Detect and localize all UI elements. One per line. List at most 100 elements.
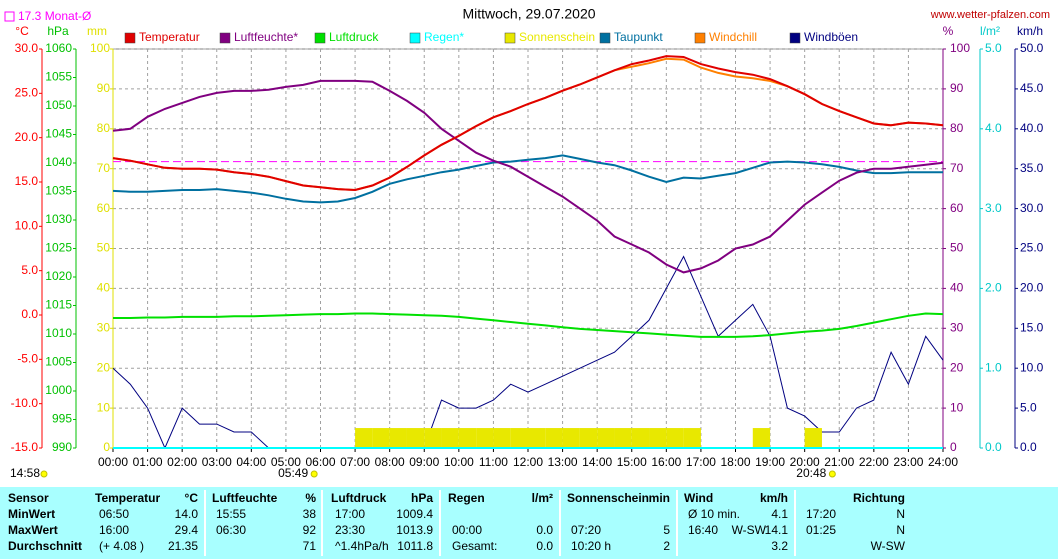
y-tick-label: 25.0 [15, 86, 39, 100]
sunshine-bar [441, 428, 459, 448]
table-cell: 0.0 [536, 523, 553, 537]
sunshine-bar [528, 428, 546, 448]
table-cell: 01:25 [806, 523, 836, 537]
legend-label: Windchill [709, 30, 757, 44]
table-cell: 21.35 [168, 539, 198, 553]
sunset-label: 20:48 [796, 466, 826, 480]
legend-label: Temperatur [139, 30, 200, 44]
table-cell: 1009.4 [396, 507, 433, 521]
table-cell: Durchschnitt [8, 539, 82, 553]
sunset-marker [828, 470, 836, 478]
table-cell: 29.4 [175, 523, 199, 537]
current-time: 14:58 [10, 466, 40, 480]
y-tick-label: 30 [97, 320, 111, 334]
table-cell: Gesamt: [452, 539, 497, 553]
x-tick-label: 14:00 [582, 455, 612, 469]
table-cell: N [896, 523, 905, 537]
y-tick-label: 10.0 [1020, 360, 1044, 374]
y-tick-label: 40.0 [1020, 121, 1044, 135]
y-tick-label: 990 [52, 440, 72, 454]
y-tick-label: 0.0 [21, 307, 38, 321]
table-header: Sensor [8, 491, 49, 505]
table-cell: W-SW [732, 523, 767, 537]
sunshine-bar [476, 428, 494, 448]
table-cell: 1013.9 [396, 523, 433, 537]
y-tick-label: 80 [97, 121, 111, 135]
y-tick-label: 60 [950, 201, 964, 215]
table-cell: 15:55 [216, 507, 246, 521]
table-cell: 23:30 [335, 523, 365, 537]
table-cell: ^1.4hPa/h [335, 539, 389, 553]
sunshine-bar [649, 428, 667, 448]
y-tick-label: 70 [97, 161, 111, 175]
table-cell: 1011.8 [397, 539, 433, 553]
y-tick-label: 1035 [45, 184, 72, 198]
sunshine-bar [683, 428, 701, 448]
sunshine-bar [458, 428, 477, 448]
sunshine-bar [545, 428, 563, 448]
table-cell: 06:50 [99, 507, 129, 521]
x-tick-label: 03:00 [202, 455, 232, 469]
y-tick-label: 5.0 [1020, 400, 1037, 414]
y-tick-label: 100 [950, 41, 970, 55]
sunshine-bar [389, 428, 407, 448]
sunshine-bar [579, 428, 598, 448]
sunshine-bar [406, 428, 425, 448]
axis-title: hPa [47, 24, 69, 38]
y-tick-label: 1055 [45, 70, 72, 84]
series-line [112, 255, 944, 450]
y-tick-label: 1030 [45, 212, 72, 226]
axis-title: °C [15, 24, 29, 38]
y-tick-label: 0 [103, 440, 110, 454]
table-cell: 17:00 [335, 507, 365, 521]
y-tick-label: 4.0 [985, 121, 1002, 135]
table-cell: 92 [303, 523, 317, 537]
table-cell: 06:30 [216, 523, 246, 537]
table-cell: 38 [303, 507, 317, 521]
legend-label: Sonnenschein [519, 30, 595, 44]
table-header: Wind [684, 491, 713, 505]
x-tick-label: 04:00 [236, 455, 266, 469]
legend-label: Windböen [804, 30, 858, 44]
table-header: Richtung [853, 491, 905, 505]
table-cell: 0.0 [536, 539, 553, 553]
x-tick-label: 17:00 [686, 455, 716, 469]
x-tick-label: 20:00 [790, 455, 820, 469]
y-tick-label: 3.0 [985, 201, 1002, 215]
y-tick-label: 10 [950, 400, 964, 414]
y-tick-label: -5.0 [17, 352, 38, 366]
x-tick-label: 06:00 [305, 455, 335, 469]
y-tick-label: 1.0 [985, 360, 1002, 374]
x-tick-label: 05:00 [271, 455, 301, 469]
series-line [112, 154, 943, 204]
y-tick-label: 2.0 [985, 281, 1002, 295]
table-cell: (+ 4.08 ) [99, 539, 144, 553]
x-tick-label: 07:00 [340, 455, 370, 469]
sunshine-bar [666, 428, 684, 448]
sunrise-label: 05:49 [278, 466, 308, 480]
table-cell: 4.1 [771, 507, 788, 521]
y-tick-label: 30.0 [1020, 201, 1044, 215]
table-cell: 3.2 [771, 539, 788, 553]
x-tick-label: 13:00 [548, 455, 578, 469]
sunshine-bar [355, 428, 373, 448]
table-cell: 16:00 [99, 523, 129, 537]
y-tick-label: 1060 [45, 41, 72, 55]
x-tick-label: 08:00 [375, 455, 405, 469]
chart-title: Mittwoch, 29.07.2020 [462, 6, 595, 22]
table-cell: 00:00 [452, 523, 482, 537]
table-cell: 16:40 [688, 523, 718, 537]
x-tick-label: 15:00 [617, 455, 647, 469]
y-tick-label: 10 [97, 400, 111, 414]
table-header: km/h [760, 491, 788, 505]
legend-swatch [694, 32, 706, 44]
table-cell: 14.0 [175, 507, 199, 521]
y-tick-label: 50 [950, 241, 964, 255]
sunshine-bar [372, 428, 390, 448]
y-tick-label: 5.0 [985, 41, 1002, 55]
y-tick-label: -15.0 [11, 440, 39, 454]
table-cell: N [896, 507, 905, 521]
y-tick-label: 995 [52, 412, 72, 426]
legend-swatch [789, 32, 801, 44]
